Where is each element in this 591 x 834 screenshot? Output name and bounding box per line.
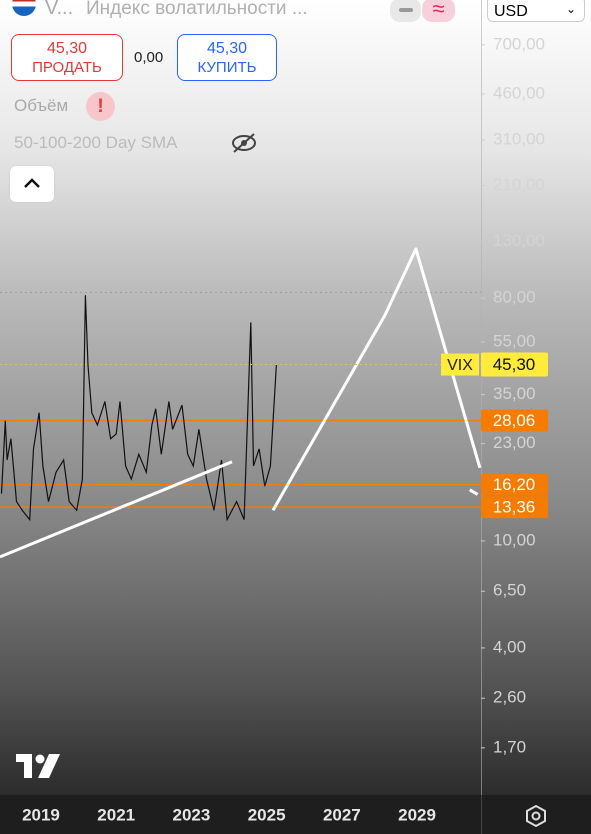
flag-icon (12, 0, 36, 16)
y-tick-label: 23,00 (493, 433, 536, 452)
y-tick-label: 4,00 (493, 637, 526, 656)
hidden-eye-icon[interactable] (230, 131, 258, 155)
level-label-box (481, 409, 548, 432)
y-tick-label: 1,70 (493, 737, 526, 756)
drawing-line (271, 247, 482, 512)
y-tick-label: 700,00 (493, 34, 545, 53)
price-line (0, 295, 277, 522)
buy-button[interactable]: 45,30 КУПИТЬ (177, 34, 277, 81)
sell-price: 45,30 (46, 40, 88, 57)
y-tick-label: 10,00 (493, 530, 536, 549)
y-tick-label: 80,00 (493, 288, 536, 307)
buy-price: 45,30 (206, 40, 248, 57)
indicator-sma[interactable]: 50-100-200 Day SMA (14, 133, 178, 152)
level-label: 13,36 (493, 498, 536, 517)
buy-label: КУПИТЬ (197, 59, 257, 76)
drawing-line (468, 488, 479, 496)
y-tick-label: 130,00 (493, 231, 545, 250)
drawing-line (0, 460, 233, 559)
sell-label: ПРОДАТЬ (32, 59, 102, 76)
price-label: 45,30 (493, 355, 536, 374)
indicator-volume[interactable]: Объём (14, 96, 69, 115)
y-tick-label: 210,00 (493, 175, 545, 194)
warning-icon[interactable]: ! (86, 92, 115, 121)
level-label-box (481, 473, 548, 496)
symbol-label-box (441, 353, 479, 376)
y-tick-label: 6,50 (493, 581, 526, 600)
y-tick-label: 35,00 (493, 384, 536, 403)
time-axis-bar (0, 795, 591, 834)
currency: USD (494, 3, 528, 20)
tradingview-logo (16, 754, 60, 778)
level-label: 16,20 (493, 475, 536, 494)
compare-button[interactable]: ≈ (422, 0, 455, 22)
level-label: 28,06 (493, 411, 536, 430)
price-label-box (481, 352, 548, 377)
axis-divider (481, 795, 482, 834)
minus-button[interactable] (390, 0, 421, 22)
spread: 0,00 (134, 49, 164, 66)
level-label-box (481, 496, 548, 519)
y-tick-label: 310,00 (493, 129, 545, 148)
sell-button[interactable]: 45,30 ПРОДАТЬ (11, 34, 123, 81)
symbol-title[interactable]: Индекс волатильности ... (86, 0, 308, 19)
y-tick-label: 55,00 (493, 331, 536, 350)
y-tick-label: 460,00 (493, 83, 545, 102)
y-tick-label: 2,60 (493, 688, 526, 707)
symbol[interactable]: V... (45, 0, 74, 19)
symbol-label: VIX (447, 357, 473, 374)
settings-icon[interactable] (524, 804, 548, 828)
collapse-button[interactable] (10, 166, 54, 202)
currency-select[interactable]: USD ⌄ (487, 0, 585, 22)
